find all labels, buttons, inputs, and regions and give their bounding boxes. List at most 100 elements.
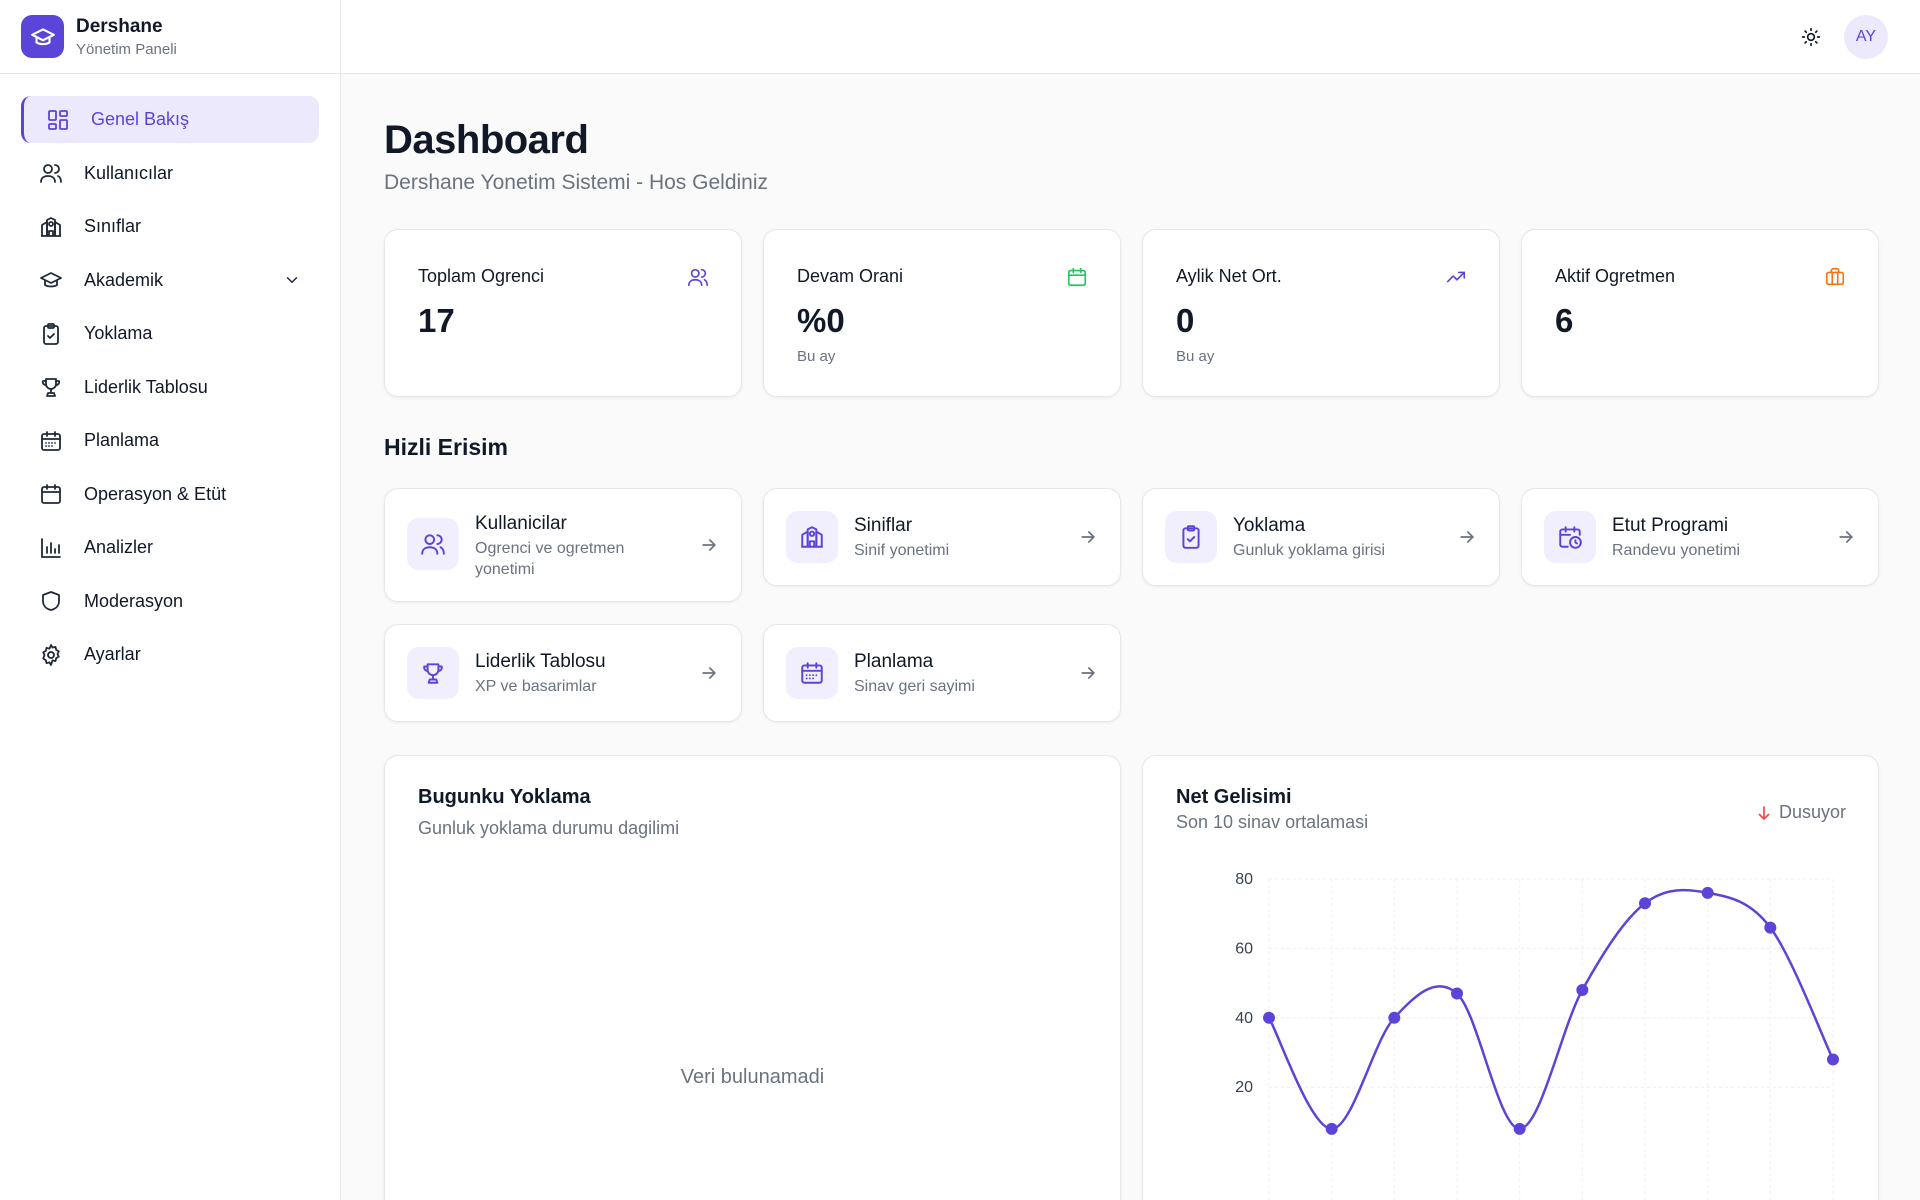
data-point[interactable] (1513, 1122, 1526, 1135)
net-progress-chart: 80 60 40 20 (1235, 871, 1839, 1200)
trophy-icon (407, 647, 459, 699)
calendar-icon (1066, 266, 1088, 288)
users-icon (687, 266, 709, 288)
quick-card-title: Planlama (854, 651, 934, 672)
attendance-subtitle: Gunluk yoklama durumu dagilimi (418, 818, 680, 838)
quick-card-planlama[interactable]: Planlama Sinav geri sayimi (763, 624, 1121, 722)
users-icon (407, 518, 459, 570)
stat-value: 0 (1176, 302, 1195, 339)
stat-card-monthly-net: Aylik Net Ort. 0 Bu ay (1142, 229, 1500, 397)
quick-card-title: Liderlik Tablosu (475, 651, 606, 672)
sidebar-item-akademik[interactable]: Akademik (21, 257, 319, 304)
quick-card-desc: Randevu yonetimi (1612, 542, 1741, 559)
quick-card-desc: XP ve basarimlar (475, 678, 597, 695)
arrow-right-icon (699, 535, 719, 555)
sidebar-item-planlama[interactable]: Planlama (21, 417, 319, 464)
trend-label: Dusuyor (1778, 802, 1846, 822)
trending-up-icon (1445, 266, 1467, 288)
net-progress-subtitle: Son 10 sinav ortalamasi (1176, 812, 1369, 832)
avatar[interactable]: AY (1844, 15, 1888, 59)
y-tick-label: 60 (1235, 940, 1253, 957)
stat-label: Aylik Net Ort. (1176, 266, 1282, 286)
stat-card-total-students: Toplam Ogrenci 17 (384, 229, 742, 397)
briefcase-icon (1824, 266, 1846, 288)
data-point[interactable] (1701, 886, 1714, 899)
page-subtitle: Dershane Yonetim Sistemi - Hos Geldiniz (384, 171, 769, 194)
quick-card-siniflar[interactable]: Siniflar Sinif yonetimi (763, 488, 1121, 586)
stat-note: Bu ay (1176, 348, 1215, 365)
sidebar-item-label: Analizler (84, 537, 154, 557)
sidebar-item-label: Sınıflar (84, 216, 142, 236)
empty-state-text: Veri bulunamadi (680, 1066, 825, 1088)
sidebar-item-label: Ayarlar (84, 644, 141, 664)
grid-icon (45, 107, 71, 133)
stat-label: Aktif Ogretmen (1555, 266, 1676, 286)
data-point[interactable] (1388, 1011, 1401, 1024)
quick-card-desc: Sinif yonetimi (854, 542, 950, 559)
quick-card-title: Yoklama (1233, 515, 1306, 536)
sidebar-item-label: Operasyon & Etüt (84, 483, 227, 504)
data-point[interactable] (1576, 984, 1589, 997)
trophy-icon (38, 374, 64, 400)
data-point[interactable] (1639, 897, 1651, 910)
sidebar-item-label: Kullanıcılar (84, 162, 174, 183)
arrow-right-icon (1836, 527, 1856, 547)
brand[interactable]: Dershane Yönetim Paneli (0, 0, 340, 74)
data-point[interactable] (1263, 1011, 1275, 1024)
sidebar-nav: Genel Bakış Kullanıcılar Sınıflar Akadem… (0, 74, 340, 678)
net-progress-title: Net Gelisimi (1176, 786, 1292, 808)
bar-chart-icon (38, 535, 64, 561)
stat-card-active-teachers: Aktif Ogretmen 6 (1521, 229, 1879, 397)
stat-value: 6 (1555, 302, 1574, 339)
stats-row: Toplam Ogrenci 17 Devam Orani %0 Bu ay A… (384, 229, 1879, 397)
sidebar-item-label: Moderasyon (84, 590, 184, 611)
sidebar-item-ayarlar[interactable]: Ayarlar (21, 631, 319, 678)
quick-card-title: Etut Programi (1612, 515, 1729, 536)
sidebar-item-label: Yoklama (84, 323, 153, 343)
data-point[interactable] (1325, 1122, 1338, 1135)
arrow-right-icon (1457, 527, 1477, 547)
sidebar-item-liderlik-tablosu[interactable]: Liderlik Tablosu (21, 364, 319, 411)
sidebar-item-analizler[interactable]: Analizler (21, 524, 319, 571)
stat-label: Toplam Ogrenci (418, 266, 545, 286)
sidebar-item-siniflar[interactable]: Sınıflar (21, 203, 319, 250)
attendance-title: Bugunku Yoklama (418, 786, 591, 808)
gear-icon (38, 642, 64, 668)
school-icon (38, 214, 64, 240)
sidebar-item-label: Planlama (84, 430, 160, 450)
sidebar-item-label: Liderlik Tablosu (84, 376, 208, 397)
attendance-panel: Bugunku Yoklama Gunluk yoklama durumu da… (384, 755, 1121, 1200)
quick-card-yoklama[interactable]: Yoklama Gunluk yoklama girisi (1142, 488, 1500, 586)
quick-card-etut-programi[interactable]: Etut Programi Randevu yonetimi (1521, 488, 1879, 586)
stat-note: Bu ay (797, 348, 836, 365)
data-point[interactable] (1827, 1053, 1839, 1066)
quick-card-title: Kullanicilar (475, 513, 567, 534)
data-point[interactable] (1451, 987, 1463, 1000)
net-progress-panel: Net Gelisimi Son 10 sinav ortalamasi Dus… (1142, 755, 1879, 1200)
data-point[interactable] (1764, 921, 1777, 934)
sidebar-item-genel-bakis[interactable]: Genel Bakış (21, 96, 319, 143)
calendar-icon (38, 481, 64, 507)
trend-indicator: Dusuyor (1755, 802, 1846, 823)
series-line (1267, 888, 1835, 1131)
stat-card-attendance: Devam Orani %0 Bu ay (763, 229, 1121, 397)
sun-icon[interactable] (1798, 24, 1824, 50)
sidebar-item-moderasyon[interactable]: Moderasyon (21, 578, 319, 625)
quick-card-liderlik-tablosu[interactable]: Liderlik Tablosu XP ve basarimlar (384, 624, 742, 722)
sidebar: Dershane Yönetim Paneli Genel Bakış Kull… (0, 0, 341, 1200)
brand-name: Dershane (76, 15, 163, 37)
shield-icon (38, 588, 64, 614)
sidebar-item-yoklama[interactable]: Yoklama (21, 310, 319, 357)
graduation-cap-icon (38, 267, 64, 293)
y-tick-label: 20 (1235, 1079, 1253, 1096)
arrow-right-icon (1078, 663, 1098, 683)
quick-card-kullanicilar[interactable]: Kullanicilar Ogrenci ve ogretmen yonetim… (384, 488, 742, 602)
sidebar-item-operasyon-etut[interactable]: Operasyon & Etüt (21, 471, 319, 518)
sidebar-item-kullanicilar[interactable]: Kullanıcılar (21, 150, 319, 197)
chevron-down-icon[interactable] (283, 271, 301, 289)
graduation-cap-logo-icon (21, 15, 64, 58)
users-icon (38, 160, 64, 186)
quick-card-desc: Sinav geri sayimi (854, 678, 975, 695)
quick-card-desc: Gunluk yoklama girisi (1233, 542, 1386, 559)
stat-label: Devam Orani (797, 266, 904, 286)
